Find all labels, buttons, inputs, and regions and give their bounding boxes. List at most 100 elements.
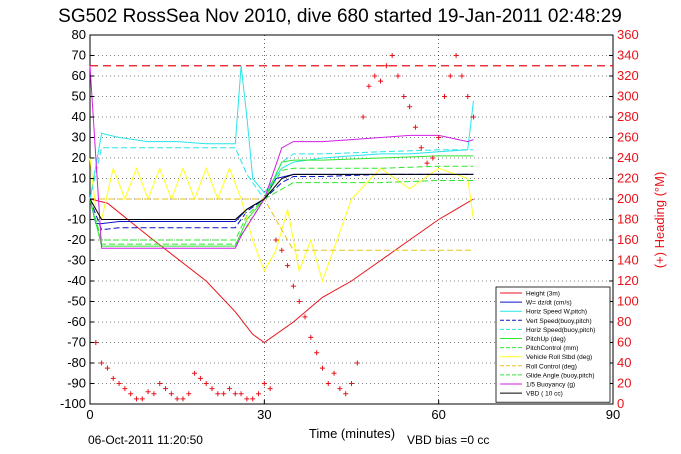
heading-point (273, 237, 279, 243)
heading-point (407, 104, 413, 110)
heading-point (139, 396, 145, 402)
y-tick-left: -30 (67, 253, 86, 268)
heading-point (174, 396, 180, 402)
legend-label: Glide Angle (buoy,pitch) (526, 372, 595, 379)
y-tick-left: 60 (72, 68, 86, 83)
heading-point (104, 365, 110, 371)
y-tick-right: 180 (617, 212, 639, 227)
right-axis-ticks: 360 340 320 300 280 260 240 220 200 180 160 140 120 1… (609, 27, 639, 411)
x-axis-label: Time (minutes) (309, 426, 395, 441)
series-line-8 (90, 198, 474, 251)
y-tick-right: 160 (617, 232, 639, 247)
x-tick: 30 (257, 407, 271, 422)
heading-point (133, 396, 139, 402)
heading-point (128, 391, 134, 397)
y-tick-right: 200 (617, 191, 639, 206)
chart-title: SG502 RossSea Nov 2010, dive 680 started… (58, 6, 622, 27)
footer-date: 06-Oct-2011 11:20:50 (88, 433, 203, 447)
heading-point (343, 391, 349, 397)
heading-point (349, 381, 354, 386)
heading-point (209, 386, 215, 392)
heading-point (314, 350, 320, 356)
y-tick-left: -20 (67, 232, 86, 247)
heading-point (168, 391, 174, 397)
heading-point (192, 370, 198, 376)
heading-point (215, 391, 221, 397)
heading-point (145, 389, 151, 395)
y-tick-right: 340 (617, 48, 639, 63)
series-line-5 (89, 155, 474, 247)
heading-point (221, 391, 227, 397)
heading-point (250, 396, 256, 402)
legend-label: Vehicle Roll Stbd (deg) (526, 354, 592, 361)
y-tick-right: 260 (617, 130, 639, 145)
series-line-11 (89, 173, 474, 220)
y-tick-left: -70 (67, 335, 86, 350)
y-tick-left: 50 (72, 89, 86, 104)
heading-point (238, 391, 244, 397)
heading-point (302, 314, 308, 320)
legend-label: PitchUp (deg) (526, 336, 566, 343)
series-line-3 (89, 173, 474, 231)
legend-label: Height (3m) (526, 291, 560, 298)
heading-point (232, 391, 238, 397)
heading-point (290, 283, 296, 289)
heading-point (372, 73, 378, 79)
y-tick-right: 240 (617, 150, 639, 165)
legend-label: Horiz Speed W,pitch) (526, 309, 587, 316)
left-axis-ticks: 80 70 60 50 40 30 20 10 0 -10 -20 -30 -40 -50 -60 -70 -8… (60, 27, 94, 411)
y-tick-left: 20 (72, 150, 86, 165)
y-tick-right: 300 (617, 89, 639, 104)
heading-point (401, 94, 407, 99)
y-tick-left: 80 (72, 27, 86, 42)
heading-point (325, 381, 331, 386)
y-tick-left: 30 (72, 130, 86, 145)
heading-point (186, 391, 192, 397)
heading-point (441, 94, 447, 99)
heading-point (453, 53, 459, 58)
y-tick-left: 70 (72, 48, 86, 63)
heading-point (436, 135, 442, 140)
y-tick-right: 60 (617, 335, 631, 350)
heading-point (122, 386, 128, 392)
series-line-0 (89, 198, 474, 344)
heading-point (378, 78, 384, 84)
y-tick-right: 120 (617, 273, 639, 288)
heading-point (418, 145, 424, 151)
heading-point (383, 63, 389, 69)
heading-point (110, 375, 116, 381)
heading-point (447, 73, 453, 79)
y-tick-right: 220 (617, 171, 639, 186)
series-line-10 (89, 65, 474, 249)
heading-point (197, 375, 203, 381)
y-tick-right: 20 (617, 376, 631, 391)
heading-point (203, 381, 209, 386)
heading-point (389, 53, 395, 58)
x-axis-ticks: 0 30 60 90 (86, 400, 620, 422)
legend-label: Vert Speed(buoy,pitch) (526, 318, 592, 325)
heading-point (267, 386, 273, 392)
heading-point (337, 386, 343, 392)
y-tick-right: 80 (617, 314, 631, 329)
heading-point (244, 396, 250, 402)
heading-point (424, 160, 430, 166)
heading-point (285, 263, 291, 269)
heading-point (459, 73, 465, 79)
y-tick-right: 320 (617, 68, 639, 83)
heading-point (360, 114, 366, 120)
y-tick-right: 280 (617, 109, 639, 124)
heading-point (116, 381, 122, 386)
y-tick-right: 140 (617, 253, 639, 268)
heading-point (93, 340, 99, 345)
heading-point (163, 386, 169, 392)
heading-point (395, 73, 401, 79)
legend-label: Horiz Speed(buoy,pitch) (526, 327, 595, 334)
heading-point (465, 94, 471, 99)
heading-point (226, 386, 232, 392)
y-tick-right: 360 (617, 27, 639, 42)
series-line-2 (89, 65, 474, 200)
heading-point (151, 391, 157, 397)
legend-box (495, 286, 611, 403)
y-tick-left: 0 (79, 191, 86, 206)
y-tick-right: 100 (617, 294, 639, 309)
